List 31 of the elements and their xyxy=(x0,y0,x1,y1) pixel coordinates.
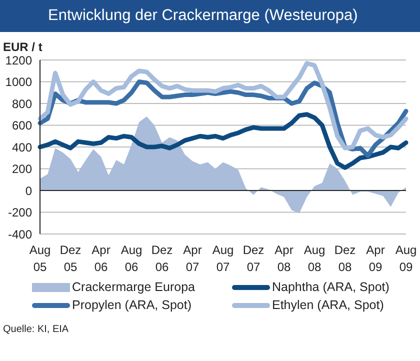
x-tick-label: Apr 06 xyxy=(92,243,110,274)
legend-label: Propylen (ARA, Spot) xyxy=(72,298,192,312)
x-tick-label: Dez 06 xyxy=(151,243,173,274)
line-series xyxy=(38,61,408,150)
y-tick-label: -200 xyxy=(8,206,32,220)
x-tick-label: Aug 06 xyxy=(120,243,142,274)
y-tick-label: -400 xyxy=(8,227,32,242)
x-tick-label: Aug 07 xyxy=(212,243,234,274)
y-tick-label: 400 xyxy=(12,140,32,154)
y-tick-label: 1200 xyxy=(5,53,32,68)
source-note: Quelle: KI, EIA xyxy=(3,324,70,335)
x-tick-label: Aug 09 xyxy=(395,243,417,274)
x-tick-label: Dez 05 xyxy=(60,243,82,274)
x-tick-label: Aug 08 xyxy=(304,243,326,274)
x-tick-label: Dez 08 xyxy=(334,243,356,274)
x-tick-label: Apr 09 xyxy=(366,243,385,274)
y-tick-label: 0 xyxy=(25,184,32,198)
y-tick-label: 1000 xyxy=(5,75,32,90)
line-series xyxy=(38,112,408,170)
y-axis-title: EUR / t xyxy=(3,40,44,54)
x-tick-label: Apr 08 xyxy=(274,243,294,274)
legend-label: Ethylen (ARA, Spot) xyxy=(272,298,384,312)
legend-label: Naphtha (ARA, Spot) xyxy=(272,280,390,294)
chart-title: Entwicklung der Crackermarge (Westeuropa) xyxy=(0,0,420,32)
x-tick-label: Dez 07 xyxy=(242,243,264,274)
y-tick-label: 200 xyxy=(12,162,32,176)
y-tick-label: 800 xyxy=(12,96,32,111)
x-tick-label: Apr 07 xyxy=(183,243,202,274)
x-tick-label: Aug 05 xyxy=(29,243,51,274)
y-tick-label: 600 xyxy=(12,118,32,133)
legend-label: Crackermarge Europa xyxy=(72,280,195,294)
